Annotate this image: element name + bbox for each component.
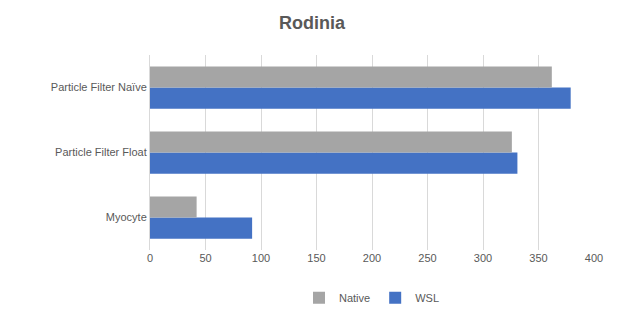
svg-text:300: 300: [474, 252, 492, 264]
svg-text:150: 150: [307, 252, 325, 264]
svg-text:Particle Filter Float: Particle Filter Float: [55, 146, 147, 158]
svg-text:100: 100: [252, 252, 270, 264]
svg-text:350: 350: [529, 252, 547, 264]
svg-text:Particle Filter Naïve: Particle Filter Naïve: [51, 81, 147, 93]
svg-text:0: 0: [147, 252, 153, 264]
svg-text:Myocyte: Myocyte: [106, 211, 147, 223]
svg-text:Native: Native: [339, 292, 370, 304]
svg-text:50: 50: [199, 252, 211, 264]
svg-text:WSL: WSL: [415, 292, 439, 304]
svg-text:250: 250: [418, 252, 436, 264]
svg-text:200: 200: [363, 252, 381, 264]
svg-text:400: 400: [585, 252, 603, 264]
svg-text:Rodinia: Rodinia: [279, 13, 346, 33]
